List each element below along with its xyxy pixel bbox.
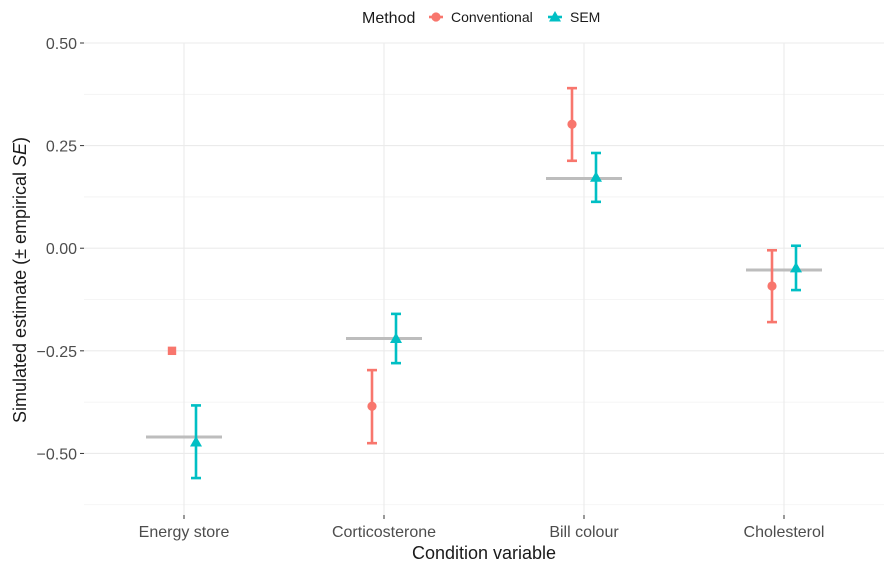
y-tick-label: 0.00 [46, 241, 77, 258]
y-tick-label: 0.50 [46, 36, 77, 53]
legend-entries: Conventional SEM [429, 9, 600, 25]
data-point [790, 261, 802, 273]
plot-panel [84, 43, 884, 515]
x-tick-label: Bill colour [549, 524, 619, 541]
x-axis-title: Condition variable [412, 543, 556, 563]
y-tick-label: 0.25 [46, 139, 77, 156]
grid [84, 42, 884, 515]
true-value-lines [146, 176, 822, 439]
x-tick-label: Cholesterol [744, 524, 825, 541]
y-axis-title-italic: SE [10, 142, 30, 167]
legend-symbol [431, 12, 441, 22]
axes: −0.50 −0.25 0.00 0.25 0.50 Energy store Cortic… [37, 36, 825, 541]
y-axis-title-suffix: ) [10, 137, 30, 143]
legend-label: Conventional [451, 9, 533, 25]
data-point [190, 435, 202, 447]
legend-symbol [549, 11, 561, 22]
chart-marks [167, 86, 802, 480]
data-point [167, 346, 177, 356]
data-point [567, 119, 577, 129]
y-tick-label: −0.50 [37, 446, 78, 463]
data-point [390, 332, 402, 344]
legend-title: Method [362, 10, 415, 27]
y-axis-title-prefix: Simulated estimate (± empirical [10, 167, 30, 423]
legend-label: SEM [570, 9, 600, 25]
data-point [590, 171, 602, 182]
y-axis-title: Simulated estimate (± empirical SE) [10, 137, 30, 423]
legend: Method Conventional SEM [362, 9, 600, 27]
x-tick-label: Corticosterone [332, 524, 436, 541]
x-tick-label: Energy store [139, 524, 230, 541]
data-point [367, 401, 377, 411]
y-tick-label: −0.25 [37, 344, 78, 361]
data-point [767, 281, 777, 291]
